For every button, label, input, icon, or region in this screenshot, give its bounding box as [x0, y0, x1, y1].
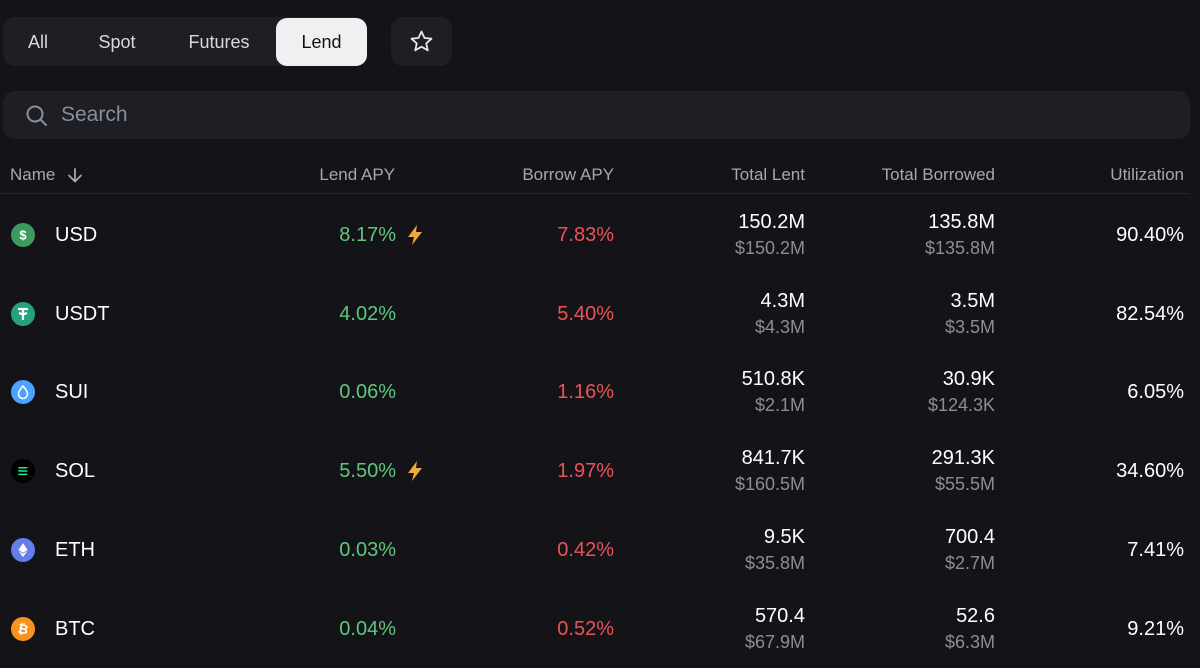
search-icon: [26, 105, 47, 126]
borrow-apy: 1.97%: [557, 460, 614, 483]
boost: [404, 223, 426, 252]
column-header[interactable]: Name: [10, 164, 85, 186]
asset-name[interactable]: SOL: [55, 460, 96, 483]
asset-name[interactable]: SUI: [55, 381, 89, 404]
asset-name[interactable]: ETH: [55, 538, 95, 561]
asset-name[interactable]: BTC: [55, 617, 95, 640]
total-borrowed: 700.4: [944, 525, 995, 548]
lend-apy: 0.03%: [339, 538, 396, 561]
asset-icon-svg: [11, 380, 35, 405]
asset-icon: ₿: [11, 616, 35, 641]
total-lent-usd: $4.3M: [754, 316, 805, 337]
header-divider: [0, 193, 1190, 194]
utilization: 6.05%: [1127, 381, 1184, 404]
total-lent-usd: $160.5M: [734, 474, 805, 495]
lend-apy: 0.04%: [339, 617, 396, 640]
lend-apy: 8.17%: [339, 224, 396, 246]
lend-apy: 4.02%: [339, 302, 396, 325]
total-lent: 9.5K: [763, 525, 805, 548]
utilization: 34.60%: [1116, 460, 1184, 483]
column-header: Lend APY: [319, 165, 395, 184]
utilization: 7.41%: [1127, 538, 1184, 561]
total-borrowed: 30.9K: [942, 368, 995, 391]
asset-name[interactable]: USD: [55, 224, 98, 246]
tab-bar: All Spot Futures Lend: [3, 17, 367, 66]
utilization: 90.40%: [1116, 224, 1184, 246]
total-borrowed-usd: $55.5M: [934, 474, 995, 495]
asset-icon-svg: [11, 537, 35, 562]
column-header: Utilization: [1110, 165, 1184, 184]
total-lent: 4.3M: [760, 289, 805, 312]
total-borrowed: 3.5M: [950, 289, 995, 312]
total-lent-usd: $67.9M: [744, 631, 805, 652]
total-borrowed-usd: $135.8M: [924, 238, 995, 258]
total-lent: 150.2M: [738, 211, 805, 233]
total-lent: 841.7K: [741, 447, 805, 470]
search-placeholder: Search: [61, 103, 128, 126]
total-lent-usd: $35.8M: [744, 552, 805, 573]
column-header: Total Lent: [731, 165, 805, 184]
favorites-button[interactable]: [391, 17, 452, 66]
total-borrowed: 52.6: [956, 604, 995, 627]
borrow-apy: 0.52%: [557, 617, 614, 640]
total-borrowed: 135.8M: [928, 211, 995, 233]
boost-icon: [408, 461, 422, 482]
asset-icon: [11, 301, 35, 326]
search-input[interactable]: Search: [3, 91, 1190, 139]
column-header: Borrow APY: [522, 165, 614, 184]
column-header-text: Name: [10, 165, 56, 184]
total-lent-usd: $2.1M: [754, 395, 805, 416]
svg-text:₿: ₿: [16, 620, 29, 637]
svg-text:$: $: [19, 228, 27, 243]
column-header: Total Borrowed: [881, 165, 995, 184]
asset-icon-svg: [11, 459, 35, 484]
asset-icon-svg: [11, 301, 35, 326]
asset-icon-svg: ₿: [11, 616, 35, 641]
asset-icon: [11, 537, 35, 562]
borrow-apy: 5.40%: [557, 302, 614, 325]
asset-name[interactable]: USDT: [55, 302, 110, 325]
asset-icon: [11, 380, 35, 405]
total-lent-usd: $150.2M: [734, 238, 805, 258]
total-borrowed-usd: $124.3K: [927, 395, 995, 416]
asset-icon-svg: $: [11, 223, 35, 247]
star-icon: [410, 30, 433, 52]
sort-arrow: [68, 168, 83, 183]
borrow-apy: 1.16%: [557, 381, 614, 404]
borrow-apy: 0.42%: [557, 538, 614, 561]
tab[interactable]: Futures: [188, 32, 250, 52]
lend-apy: 0.06%: [339, 381, 396, 404]
utilization: 82.54%: [1116, 302, 1184, 325]
total-borrowed-usd: $2.7M: [944, 552, 995, 573]
total-borrowed-usd: $3.5M: [944, 316, 995, 337]
tab[interactable]: Lend: [276, 18, 367, 66]
boost: [404, 459, 426, 488]
total-lent: 510.8K: [741, 368, 805, 391]
utilization: 9.21%: [1127, 617, 1184, 640]
asset-icon: [11, 459, 35, 484]
tab[interactable]: All: [27, 32, 48, 52]
tab[interactable]: Spot: [98, 32, 136, 52]
lend-apy: 5.50%: [339, 460, 396, 483]
boost-icon: [408, 225, 422, 245]
borrow-apy: 7.83%: [557, 224, 614, 246]
total-borrowed: 291.3K: [931, 447, 995, 470]
asset-icon: $: [11, 223, 35, 247]
total-lent: 570.4: [754, 604, 805, 627]
total-borrowed-usd: $6.3M: [944, 631, 995, 652]
